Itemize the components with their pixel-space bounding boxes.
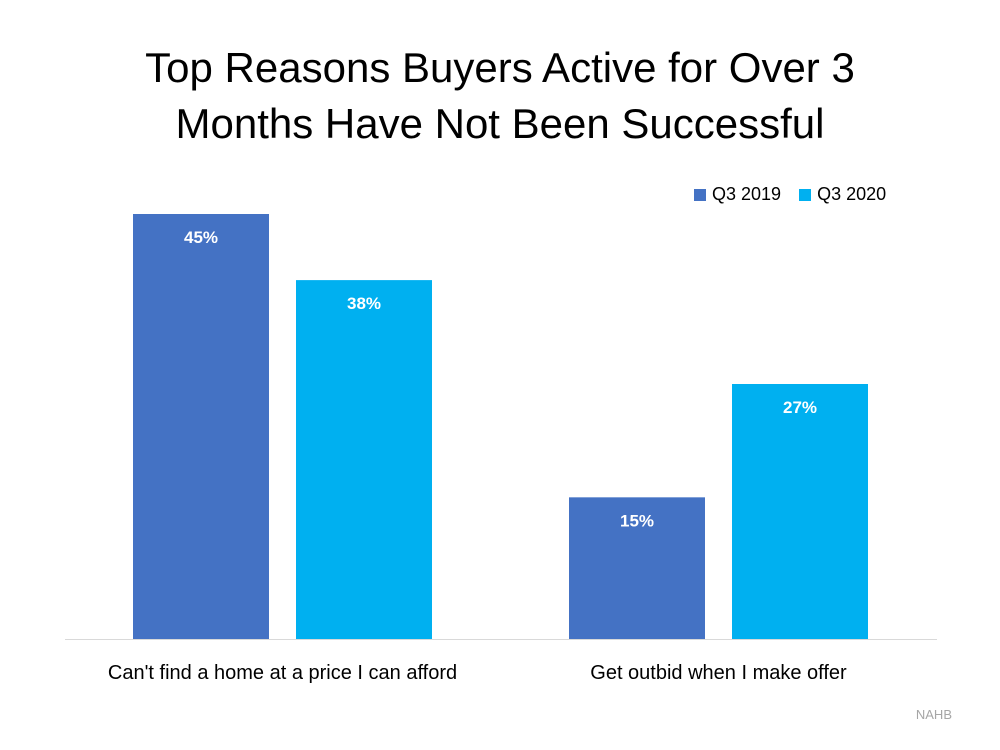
category-label: Can't find a home at a price I can affor… xyxy=(108,662,457,684)
chart-title: Top Reasons Buyers Active for Over 3 Mon… xyxy=(0,40,1000,152)
legend-item-q3-2020: Q3 2020 xyxy=(799,184,886,205)
legend-label: Q3 2019 xyxy=(712,184,782,204)
bar xyxy=(133,214,269,639)
data-label: 27% xyxy=(783,398,817,417)
legend-swatch xyxy=(799,188,812,201)
bar xyxy=(296,280,432,639)
legend: Q3 2019 Q3 2020 xyxy=(694,184,886,205)
bar xyxy=(569,497,705,639)
category-label: Get outbid when I make offer xyxy=(590,662,847,684)
chart-title-line-1: Top Reasons Buyers Active for Over 3 xyxy=(145,44,855,91)
data-label: 15% xyxy=(620,511,654,530)
source-label: NAHB xyxy=(915,707,952,722)
data-label: 38% xyxy=(347,294,381,313)
bar xyxy=(732,384,868,639)
chart-title-line-2: Months Have Not Been Successful xyxy=(175,100,825,147)
data-label: 45% xyxy=(184,228,218,247)
legend-label: Q3 2020 xyxy=(817,184,887,204)
legend-item-q3-2019: Q3 2019 xyxy=(694,184,781,205)
legend-swatch xyxy=(694,188,706,201)
